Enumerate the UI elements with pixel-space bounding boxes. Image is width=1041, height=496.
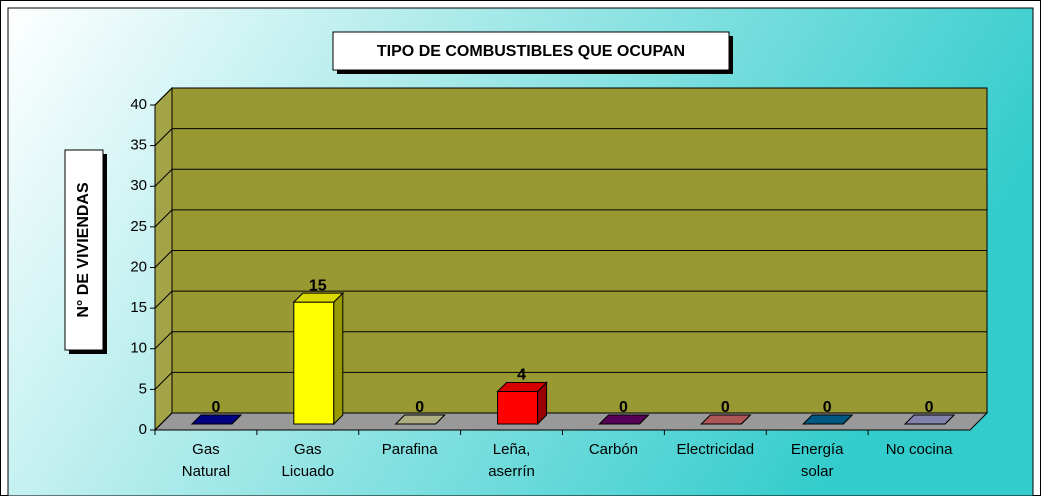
bar-top xyxy=(903,414,956,425)
floor xyxy=(153,412,989,431)
bar-side xyxy=(333,291,344,426)
bar-top xyxy=(496,382,548,392)
bar-top xyxy=(292,292,345,303)
bar xyxy=(190,414,243,425)
y-tick-label: 10 xyxy=(130,340,147,357)
ylabel-box xyxy=(64,149,104,351)
bar xyxy=(700,414,752,425)
y-tick-label: 0 xyxy=(139,421,147,438)
value-label: 0 xyxy=(721,399,730,416)
bar-top xyxy=(394,414,446,425)
grid-line xyxy=(154,87,987,106)
value-label: 15 xyxy=(309,277,327,294)
chart-title: TIPO DE COMBUSTIBLES QUE OCUPAN xyxy=(377,43,685,60)
bar-top xyxy=(190,414,243,425)
x-tick-label: No cocina xyxy=(886,441,953,458)
x-tick-label: Energía solar xyxy=(791,441,844,480)
bar xyxy=(903,414,956,425)
title-box xyxy=(332,31,730,71)
bar xyxy=(496,381,548,426)
grid-line xyxy=(154,209,987,228)
grid-line xyxy=(154,412,987,431)
bar xyxy=(598,414,650,425)
value-label: 0 xyxy=(823,399,832,416)
y-tick-label: 5 xyxy=(139,380,147,397)
grid-line xyxy=(154,371,987,390)
x-tick-label: Leña, aserrín xyxy=(488,441,535,480)
value-label: 0 xyxy=(211,399,220,416)
grid-line xyxy=(154,290,987,309)
y-tick-label: 40 xyxy=(130,96,147,113)
bar xyxy=(292,291,345,426)
x-tick-label: Carbón xyxy=(589,441,638,458)
bar xyxy=(394,414,446,425)
x-tick-label: Gas Natural xyxy=(182,441,230,480)
grid-line xyxy=(154,331,987,350)
y-tick-label: 15 xyxy=(130,299,147,316)
grid-line xyxy=(154,128,987,146)
bar-top xyxy=(801,414,854,425)
y-tick-label: 30 xyxy=(130,177,147,194)
x-tick-label: Gas Licuado xyxy=(282,441,335,480)
y-tick-label: 35 xyxy=(130,137,147,154)
value-label: 0 xyxy=(415,399,424,416)
x-tick-label: Parafina xyxy=(382,441,439,458)
y-tick-label: 20 xyxy=(130,258,147,275)
bar-top xyxy=(700,414,752,425)
grid-line xyxy=(154,250,987,268)
value-label: 0 xyxy=(925,399,934,416)
bar-top xyxy=(598,414,650,425)
bar xyxy=(801,414,854,425)
bar-front xyxy=(497,391,539,425)
value-label: 4 xyxy=(517,367,526,384)
y-axis-label: N° DE VIVIENDAS xyxy=(75,182,92,318)
y-tick-label: 25 xyxy=(130,218,147,235)
value-label: 0 xyxy=(619,399,628,416)
bar-front xyxy=(293,301,335,425)
grid-line xyxy=(154,168,987,187)
x-tick-label: Electricidad xyxy=(677,441,755,458)
